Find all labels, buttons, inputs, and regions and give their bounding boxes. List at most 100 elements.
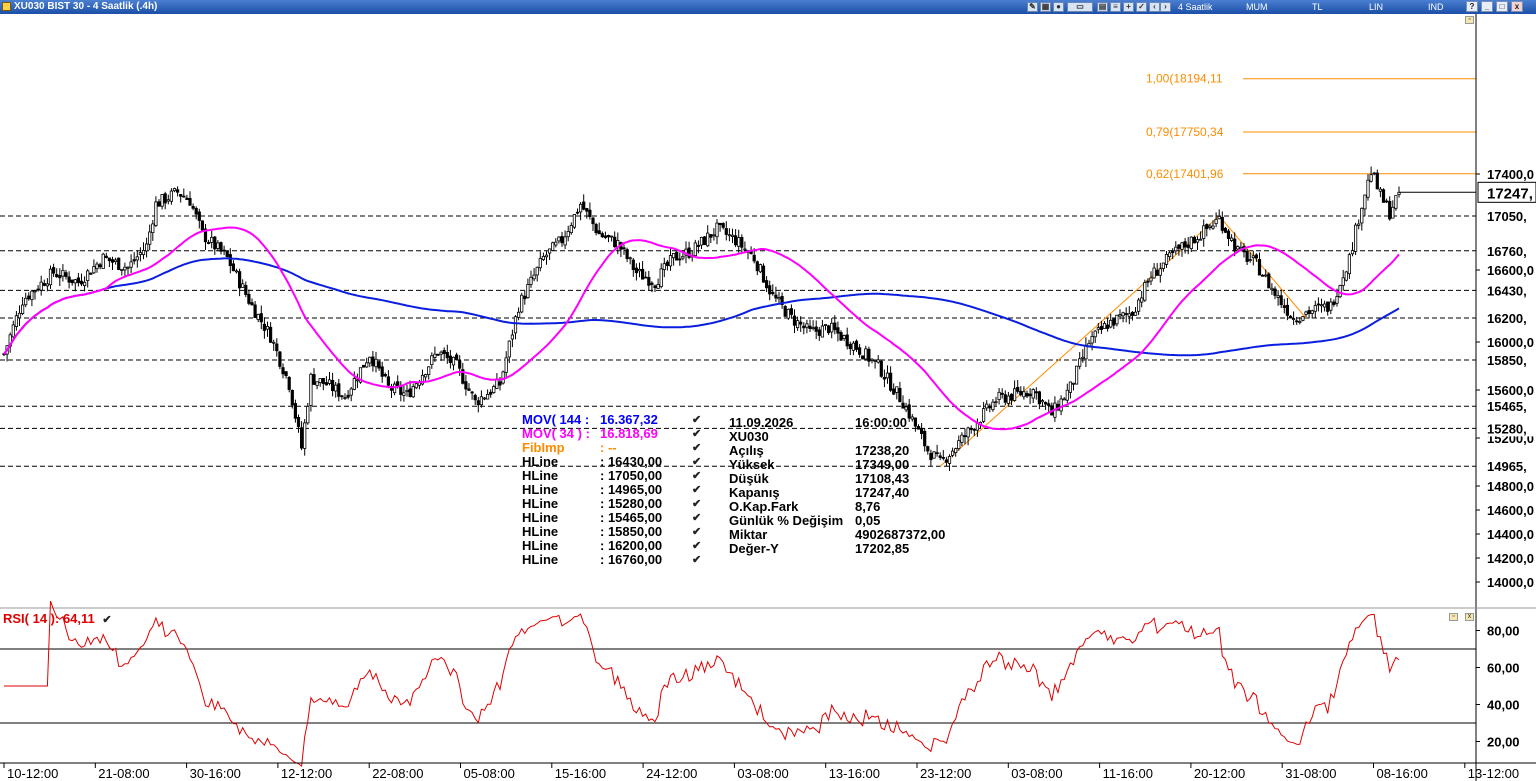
candle-body — [1211, 225, 1215, 229]
rsi-pane-settings-icon[interactable]: ▫ — [1449, 613, 1458, 621]
toolbar-template-icon[interactable]: ▭ — [1067, 2, 1093, 12]
candle-body — [963, 435, 967, 438]
candle-body — [1078, 358, 1082, 367]
candle-body — [823, 324, 828, 326]
legend-row[interactable]: MOV( 144 : 16.367,32 ✔ — [522, 413, 701, 427]
toolbar-check-icon[interactable]: ✓ — [1136, 2, 1147, 12]
indicator-selector[interactable]: IND — [1428, 2, 1444, 12]
minimize-button[interactable]: _ — [1481, 1, 1493, 12]
candle-body — [761, 265, 766, 283]
candle-body — [910, 416, 914, 420]
legend-visible-check-icon[interactable]: ✔ — [692, 498, 702, 510]
candle-body — [1357, 223, 1361, 226]
candle-body — [303, 422, 307, 449]
info-key: Günlük % Değişim — [729, 513, 844, 528]
legend-visible-check-icon[interactable]: ✔ — [692, 512, 702, 524]
time-tick-label: 03-08:00 — [1011, 766, 1062, 781]
legend-row[interactable]: HLine: 16430,00 ✔ — [522, 455, 701, 469]
legend-row[interactable]: HLine: 17050,00 ✔ — [522, 469, 701, 483]
legend-visible-check-icon[interactable]: ✔ — [692, 484, 702, 496]
fib-level-label: 0,62(17401,96 — [1146, 167, 1224, 181]
legend-visible-check-icon[interactable]: ✔ — [692, 456, 702, 468]
toolbar-grid-icon[interactable]: ▦ — [1040, 2, 1051, 12]
candle-body — [696, 244, 701, 247]
candle-body — [1254, 254, 1258, 259]
toolbar-arrow-icon[interactable]: ‹ — [1149, 2, 1160, 12]
toolbar-draw-icon[interactable]: ✎ — [1027, 2, 1038, 12]
scale-selector[interactable]: LIN — [1369, 2, 1384, 12]
candle-body — [132, 259, 136, 262]
candle-body — [634, 267, 639, 274]
candle-body — [1288, 315, 1293, 318]
candle-body — [104, 255, 108, 258]
legend-visible-check-icon[interactable]: ✔ — [692, 554, 702, 566]
candle-body — [1245, 250, 1249, 262]
candle-body — [755, 261, 759, 272]
candle-body — [148, 231, 152, 245]
candle-body — [951, 450, 955, 456]
close-button[interactable]: x — [1511, 1, 1523, 12]
candle-body — [1270, 287, 1274, 291]
legend-value: : 14965,00 — [600, 482, 663, 497]
rsi-pane-close-icon[interactable]: x — [1465, 613, 1474, 621]
maximize-button[interactable]: □ — [1496, 1, 1508, 12]
toolbar-zoom-icon[interactable]: + — [1123, 2, 1134, 12]
toolbar-arrow-right-icon[interactable]: › — [1160, 2, 1171, 12]
candle-body — [27, 295, 31, 300]
legend-row[interactable]: HLine: 16200,00 ✔ — [522, 539, 701, 553]
window-titlebar: XU030 BIST 30 - 4 Saatlik (.4h) ✎ ▦ ● ▭ … — [0, 0, 1536, 14]
legend-visible-check-icon[interactable]: ✔ — [692, 442, 702, 454]
toolbar-layers-icon[interactable]: ≡ — [1110, 2, 1121, 12]
ma-34-line — [3, 226, 1400, 431]
candle-body — [141, 249, 146, 256]
chart-type-selector[interactable]: MUM — [1246, 2, 1268, 12]
rsi-visible-check-icon[interactable]: ✔ — [102, 614, 112, 626]
toolbar-table-icon[interactable]: ▤ — [1097, 2, 1108, 12]
legend-row[interactable]: MOV( 34 ) : 16.818,69 ✔ — [522, 427, 701, 441]
time-tick-label: 10-12:00 — [7, 766, 58, 781]
candle-body — [765, 280, 769, 289]
candle-body — [138, 252, 142, 255]
info-symbol: XU030 — [729, 429, 769, 444]
candle-body — [554, 241, 558, 246]
toolbar-color-icon[interactable]: ● — [1053, 2, 1064, 12]
currency-selector[interactable]: TL — [1312, 2, 1323, 12]
legend-row[interactable]: HLine: 16760,00 ✔ — [522, 553, 701, 567]
candle-body — [1019, 390, 1023, 396]
legend-row[interactable]: HLine: 15850,00 ✔ — [522, 525, 701, 539]
candle-body — [182, 195, 186, 198]
candle-body — [858, 347, 862, 355]
candle-body — [163, 193, 167, 204]
candle-body — [1106, 324, 1110, 329]
legend-visible-check-icon[interactable]: ✔ — [692, 540, 702, 552]
candle-body — [67, 276, 71, 283]
candle-body — [1304, 311, 1308, 315]
candle-body — [923, 430, 927, 447]
help-button[interactable]: ? — [1466, 1, 1478, 12]
candle-body — [1037, 391, 1041, 405]
legend-row[interactable]: HLine: 15280,00 ✔ — [522, 497, 701, 511]
timeframe-selector[interactable]: 4 Saatlik — [1178, 2, 1213, 12]
legend-visible-check-icon[interactable]: ✔ — [692, 414, 702, 426]
legend-row[interactable]: HLine: 14965,00 ✔ — [522, 482, 701, 497]
candle-body — [867, 348, 871, 362]
candle-body — [1109, 319, 1113, 328]
candle-body — [461, 369, 465, 384]
candle-body — [879, 360, 883, 377]
legend-row[interactable]: HLine: 15465,00 ✔ — [522, 511, 701, 525]
candle-body — [144, 243, 149, 252]
candle-body — [485, 393, 490, 400]
candle-body — [538, 257, 542, 269]
legend-visible-check-icon[interactable]: ✔ — [692, 470, 702, 482]
candle-body — [213, 236, 217, 250]
candle-body — [380, 366, 384, 377]
legend-row[interactable]: FibImp: -- ✔ — [522, 441, 701, 455]
info-time: 16:00:00 — [855, 415, 908, 430]
candle-body — [929, 452, 933, 461]
candle-body — [1059, 398, 1063, 412]
pane-settings-icon[interactable]: ▫ — [1465, 16, 1474, 24]
candle-body — [324, 382, 329, 386]
legend-visible-check-icon[interactable]: ✔ — [692, 526, 702, 538]
legend-visible-check-icon[interactable]: ✔ — [692, 428, 702, 440]
